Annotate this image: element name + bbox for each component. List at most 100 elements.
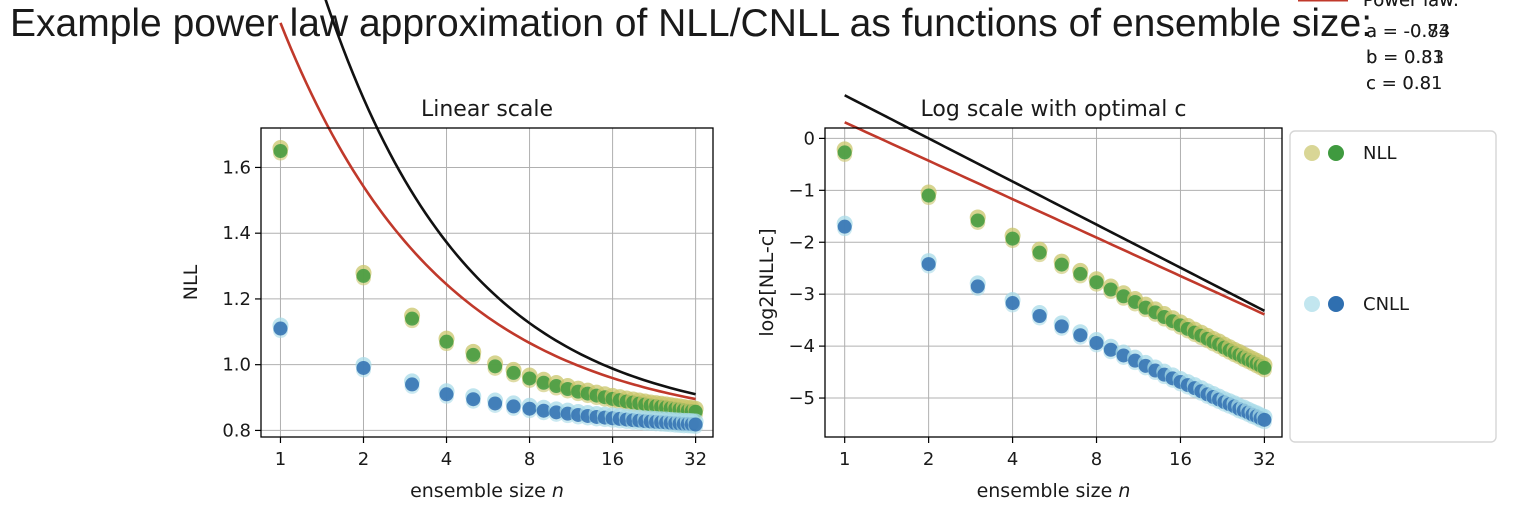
legend-box	[1289, 130, 1497, 443]
x-tick-label: 2	[358, 449, 369, 470]
y-axis-title: log2[NLL-c]	[756, 228, 778, 336]
y-axis-title: NLL	[180, 264, 202, 300]
log-scale-panel: 1 2 4 8 16 32 0 −1 −2 −3 −4 −5 Log scale with optima…	[756, 94, 1283, 502]
cnll-data-point	[522, 401, 537, 416]
nll-data-point	[1073, 266, 1088, 281]
cnll-data-point	[1116, 348, 1131, 363]
cnll-data-point	[488, 396, 503, 411]
cnll-data-point	[1054, 319, 1069, 334]
nll-data-point	[970, 213, 985, 228]
nll-data-point	[273, 144, 288, 159]
legend-marker-light	[1304, 145, 1320, 161]
x-tick-label: 32	[1253, 449, 1276, 470]
cnll-data-point	[536, 403, 551, 418]
x-tick-label: 32	[684, 449, 707, 470]
cnll-data-point	[837, 219, 852, 234]
nll-data-point	[1054, 257, 1069, 272]
x-tick-label: 1	[275, 449, 286, 470]
nll-power-law-line	[324, 0, 696, 396]
x-tick-label: 1	[839, 449, 850, 470]
legend-marker-dark	[1328, 296, 1344, 312]
nll-data-point	[921, 188, 936, 203]
plot-frame	[260, 127, 714, 438]
cnll-data-point	[970, 279, 985, 294]
x-axis-label: ensemble size	[410, 480, 552, 502]
cnll-data-point	[1089, 336, 1104, 351]
y-tick-label: −1	[788, 180, 815, 201]
x-tick-label: 16	[601, 449, 624, 470]
x-tick-label: 2	[923, 449, 934, 470]
nll-data-point	[439, 334, 454, 349]
cnll-data-point	[1005, 296, 1020, 311]
legend-parameter: c = 0.8	[1366, 73, 1431, 94]
legend-label: Power law:	[1363, 0, 1459, 11]
cnll-data-point	[1257, 412, 1272, 427]
nll-data-point	[488, 359, 503, 374]
legend-parameter: b = 0.83	[1366, 47, 1444, 68]
cnll-data-point	[356, 360, 371, 375]
x-tick-label: 4	[441, 449, 452, 470]
cnll-data-point	[688, 417, 703, 432]
cnll-data-point	[405, 377, 420, 392]
cnll-data-point	[1073, 328, 1088, 343]
x-axis-title: ensemble size n	[977, 480, 1131, 502]
cnll-data-point	[549, 405, 564, 420]
cnll-data-point	[506, 399, 521, 414]
legend-parameter: c = 0.81	[1366, 73, 1443, 94]
cnll-data-point	[466, 392, 481, 407]
legend: NLL Power law: a = -0.83 b = 0.83 c = 0.81 CN…	[1289, 0, 1497, 443]
x-tick-label: 16	[1169, 449, 1192, 470]
cnll-data-point	[1032, 308, 1047, 323]
nll-data-point	[1032, 245, 1047, 260]
y-tick-label: −5	[788, 388, 815, 409]
nll-data-point	[837, 145, 852, 160]
legend-marker-light	[1304, 296, 1320, 312]
nll-data-point	[466, 347, 481, 362]
cnll-data-point	[439, 387, 454, 402]
nll-data-point	[1257, 360, 1272, 375]
y-tick-label: 1.4	[222, 223, 251, 244]
y-tick-label: −3	[788, 284, 815, 305]
y-tick-label: 1.0	[222, 355, 251, 376]
legend-label: Power law:	[1363, 0, 1459, 11]
legend-parameter: a = -0.83	[1366, 21, 1450, 42]
x-tick-label: 8	[524, 449, 535, 470]
nll-data-point	[1005, 231, 1020, 246]
legend-label: CNLL	[1363, 294, 1409, 315]
cnll-data-point	[1103, 342, 1118, 357]
nll-data-point	[356, 268, 371, 283]
x-axis-label: ensemble size	[977, 480, 1119, 502]
nll-data-point	[536, 375, 551, 390]
nll-data-point	[1103, 282, 1118, 297]
x-axis-variable: n	[552, 480, 564, 502]
legend-marker-dark	[1328, 145, 1344, 161]
x-tick-label: 8	[1091, 449, 1102, 470]
y-tick-label: −4	[788, 336, 815, 357]
legend-parameter: a = -0.74	[1366, 21, 1450, 42]
y-tick-label: 1.2	[222, 289, 251, 310]
legend-label: NLL	[1363, 143, 1397, 164]
x-axis-title: ensemble size n	[410, 480, 564, 502]
panel-title: Log scale with optimal c	[921, 97, 1187, 122]
legend-parameter: b = 0.31	[1366, 47, 1444, 68]
y-tick-label: 0.8	[222, 420, 251, 441]
y-tick-label: 0	[804, 128, 815, 149]
nll-power-law-line	[844, 94, 1266, 312]
cnll-data-point	[921, 257, 936, 272]
nll-data-point	[506, 365, 521, 380]
plot-frame	[824, 127, 1283, 438]
nll-data-point	[1116, 289, 1131, 304]
nll-data-point	[1089, 275, 1104, 290]
slide-title: Example power law approximation of NLL/C…	[10, 2, 1373, 45]
cnll-data-point	[273, 321, 288, 336]
panel-title: Linear scale	[421, 97, 553, 122]
linear-scale-panel: 1 2 4 8 16 32 0.8 1.0 1.2 1.4 1.6 Linear scale ensem…	[180, 0, 714, 502]
y-tick-label: 1.6	[222, 157, 251, 178]
nll-data-point	[522, 371, 537, 386]
x-tick-label: 4	[1007, 449, 1018, 470]
nll-data-point	[405, 311, 420, 326]
y-tick-label: −2	[788, 232, 815, 253]
x-axis-variable: n	[1118, 480, 1130, 502]
cnll-power-law-line	[279, 22, 696, 401]
